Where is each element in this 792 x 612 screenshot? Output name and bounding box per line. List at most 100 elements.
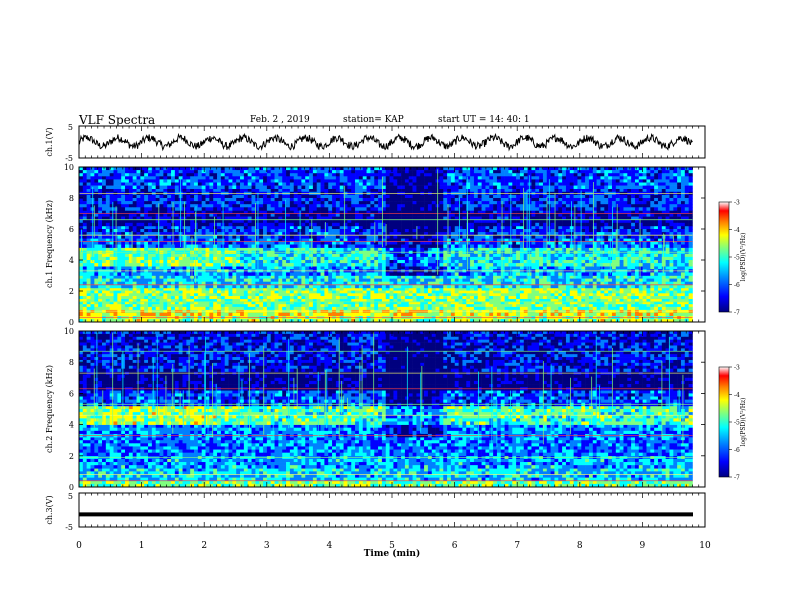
- spectrogram-cell: [466, 312, 471, 317]
- spectrogram-cell: [638, 260, 643, 264]
- spectrogram-cell: [374, 241, 379, 245]
- spectrogram-cell: [289, 272, 295, 276]
- spectrogram-cell: [197, 260, 202, 264]
- spectrogram-cell: [274, 229, 279, 233]
- spectrogram-cell: [531, 296, 536, 300]
- spectrogram-cell: [209, 238, 214, 242]
- spectrogram-cell: [113, 304, 118, 308]
- spectrogram-cell: [500, 281, 505, 286]
- spectrogram-cell: [516, 287, 521, 291]
- spectrogram-cell: [416, 247, 421, 251]
- spectrogram-cell: [439, 256, 444, 261]
- spectrogram-cell: [182, 290, 187, 294]
- spectrogram-cell: [286, 298, 291, 302]
- spectrogram-cell: [297, 301, 302, 305]
- spectrogram-cell: [439, 238, 444, 242]
- spectrogram-cell: [240, 256, 245, 261]
- spectrogram-cell: [366, 301, 371, 305]
- spectrogram-cell: [585, 253, 590, 258]
- spectrogram-cell: [159, 293, 164, 297]
- spectrogram-cell: [493, 247, 498, 251]
- spectrogram-cell: [634, 229, 640, 233]
- spectrogram-cell: [144, 225, 149, 230]
- spectrogram-cell: [481, 229, 486, 233]
- spectrogram-cell: [592, 296, 597, 300]
- spectrogram-cell: [523, 296, 528, 300]
- spectrogram-cell: [98, 253, 103, 258]
- spectrogram-cell: [477, 290, 482, 294]
- spectrogram-cell: [565, 272, 571, 276]
- spectrogram-cell: [144, 301, 149, 305]
- spectrogram-cell: [577, 260, 582, 264]
- spectrogram-cell: [447, 260, 452, 264]
- spectrogram-cell: [263, 281, 268, 286]
- spectrogram-cell: [209, 247, 214, 251]
- spectrogram-cell: [466, 306, 471, 310]
- spectrogram-cell: [366, 238, 371, 242]
- spectrogram-cell: [592, 253, 597, 258]
- spectrogram-cell: [581, 306, 586, 310]
- spectrogram-cell: [389, 275, 394, 279]
- spectrogram-cell: [136, 241, 141, 245]
- spectrogram-cell: [611, 293, 617, 297]
- spectrogram-cell: [274, 312, 279, 317]
- spectrogram-cell: [151, 260, 156, 264]
- spectrogram-cell: [677, 275, 682, 279]
- spectrogram-cell: [286, 318, 291, 322]
- spectrogram-cell: [105, 272, 110, 276]
- spectrogram-cell: [627, 318, 632, 322]
- spectrogram-cell: [684, 253, 689, 258]
- spectrogram-cell: [213, 298, 218, 302]
- spectrogram-cell: [688, 284, 693, 289]
- spectrogram-cell: [523, 229, 528, 233]
- spectrogram-cell: [243, 298, 248, 302]
- spectrogram-cell: [98, 247, 103, 251]
- spectrogram-cell: [98, 238, 103, 242]
- spectrogram-cell: [320, 272, 325, 276]
- spectrogram-cell: [424, 266, 429, 270]
- spectrogram-cell: [370, 244, 375, 248]
- spectrogram-cell: [661, 281, 666, 286]
- spectrogram-cell: [542, 275, 548, 279]
- spectrogram-cell: [669, 301, 674, 305]
- spectrogram-cell: [335, 306, 341, 310]
- spectrogram-cell: [558, 238, 563, 242]
- spectrogram-cell: [677, 256, 682, 261]
- spectrogram-cell: [324, 296, 329, 300]
- spectrogram-cell: [665, 272, 670, 276]
- spectrogram-cell: [577, 266, 582, 270]
- spectrogram-cell: [79, 275, 84, 279]
- spectrogram-cell: [312, 266, 318, 270]
- spectrogram-cell: [209, 256, 214, 261]
- spectrogram-cell: [309, 263, 314, 267]
- spectrogram-cell: [343, 232, 348, 236]
- ch1-ylabel: ch.1(V): [45, 127, 54, 156]
- spectrogram-cell: [493, 266, 498, 270]
- spectrogram-cell: [577, 281, 582, 286]
- spectrogram-cell: [274, 256, 279, 261]
- spectrogram-cell: [148, 238, 153, 242]
- spectrogram-cell: [128, 296, 133, 300]
- spectrogram-cell: [385, 266, 390, 270]
- spectrogram-cell: [627, 244, 632, 248]
- spectrogram-cell: [266, 306, 272, 310]
- spectrogram-cell: [197, 293, 202, 297]
- spectrogram-cell: [439, 278, 444, 282]
- spectrogram-cell: [98, 232, 103, 236]
- spectrogram-cell: [121, 312, 126, 317]
- spectrogram-cell: [151, 281, 156, 286]
- spectrogram-cell: [105, 229, 110, 233]
- spectrogram-cell: [439, 296, 444, 300]
- spectrogram-cell: [186, 301, 191, 305]
- spectrogram-cell: [627, 275, 632, 279]
- spectrogram-cell: [546, 256, 551, 261]
- spectrogram-cell: [247, 266, 252, 270]
- spectrogram-cell: [504, 232, 509, 236]
- spectrogram-cell: [155, 278, 160, 282]
- spectrogram-cell: [259, 275, 264, 279]
- spectrogram-cell: [657, 260, 663, 264]
- spectrogram-cell: [286, 275, 291, 279]
- spectrogram-cell: [500, 260, 505, 264]
- spectrogram-cell: [117, 304, 122, 308]
- spectrogram-cell: [477, 281, 482, 286]
